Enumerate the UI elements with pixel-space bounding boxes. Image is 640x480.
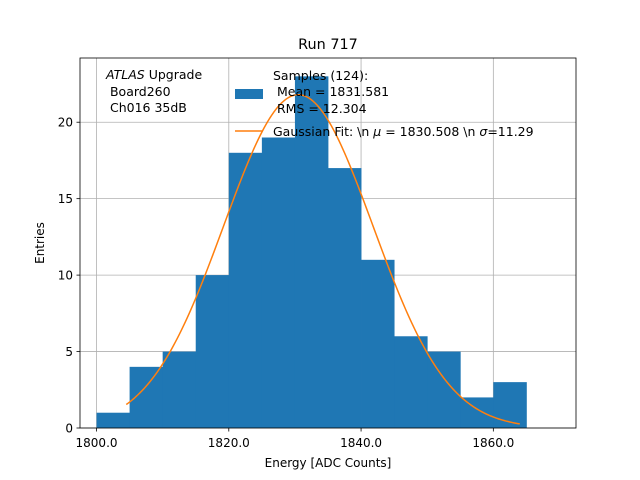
legend-samples-swatch [235, 89, 263, 99]
legend-fit-sigma: σ [479, 124, 488, 139]
legend-samples-line-3: RMS = 12.304 [273, 101, 367, 116]
x-axis-label: Energy [ADC Counts] [265, 456, 392, 470]
histogram-bar [228, 152, 263, 428]
legend-samples-line-2: Mean = 1831.581 [273, 84, 389, 99]
plot-frame [79, 57, 577, 429]
gaussian-fit-curve [125, 93, 520, 425]
x-axis-ticks: 1800.0 1820.0 1840.0 1860.0 [76, 428, 514, 450]
histogram-bar [294, 76, 329, 428]
histogram-bar [493, 382, 527, 428]
annotation-upgrade: Upgrade [145, 67, 203, 82]
y-tick-label: 5 [65, 345, 73, 359]
histogram-bar [162, 351, 197, 428]
legend-fit-mu: μ [372, 124, 381, 139]
legend-fit-prefix: Gaussian Fit: \n [273, 124, 373, 139]
legend: Samples (124): Mean = 1831.581 RMS = 12.… [235, 68, 534, 139]
y-axis-label: Entries [33, 222, 47, 264]
histogram-bar [361, 259, 395, 428]
histogram-bar [427, 351, 461, 428]
y-tick-label: 0 [65, 422, 73, 436]
histogram-bar [394, 336, 428, 428]
annotation-line-1: ATLAS Upgrade [105, 67, 202, 82]
legend-fit-middle: = 1830.508 \n [381, 124, 479, 139]
y-tick-label: 20 [58, 116, 73, 130]
legend-fit-suffix: =11.29 [487, 124, 533, 139]
histogram-bar [460, 397, 494, 428]
legend-samples-line-1: Samples (124): [273, 68, 368, 83]
x-tick-label: 1820.0 [208, 436, 250, 450]
atlas-annotation: ATLAS Upgrade Board260 Ch016 35dB [105, 67, 202, 115]
x-tick-label: 1800.0 [76, 436, 118, 450]
histogram-bar [195, 275, 230, 428]
y-axis-ticks: 0 5 10 15 20 [58, 116, 80, 436]
histogram-bar [261, 137, 296, 428]
legend-fit-label: Gaussian Fit: \n μ = 1830.508 \n σ=11.29 [273, 124, 534, 139]
chart-title: Run 717 [298, 37, 358, 53]
x-tick-label: 1860.0 [472, 436, 514, 450]
y-tick-label: 15 [58, 192, 73, 206]
y-tick-label: 10 [58, 269, 73, 283]
annotation-line-3: Ch016 35dB [106, 100, 187, 115]
x-tick-label: 1840.0 [340, 436, 382, 450]
annotation-atlas-italic: ATLAS [105, 67, 145, 82]
histogram-bar [328, 168, 362, 428]
annotation-line-2: Board260 [106, 84, 171, 99]
histogram-bar [96, 412, 130, 428]
